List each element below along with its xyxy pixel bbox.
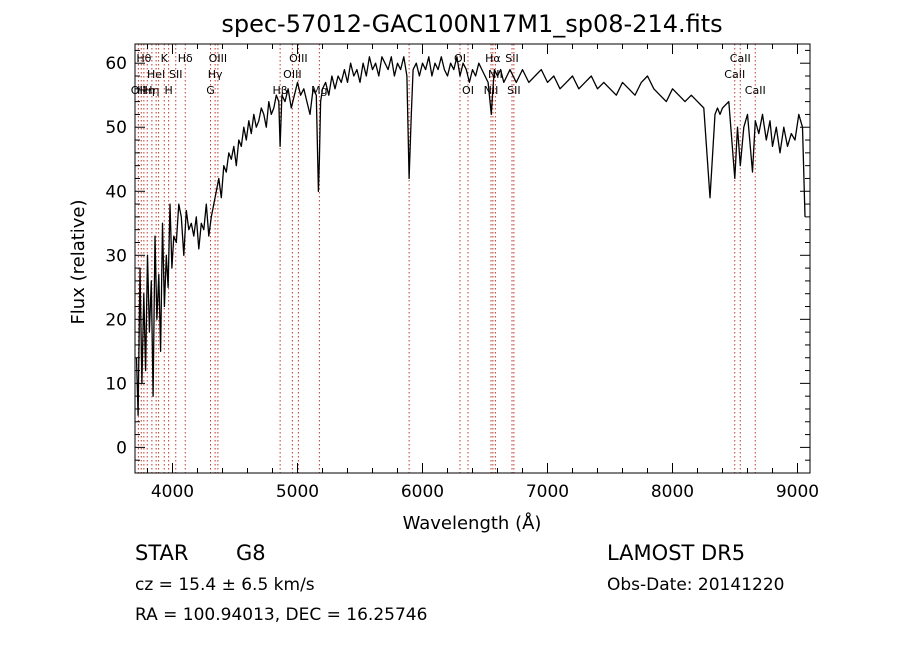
y-tick-label: 0: [116, 438, 127, 458]
spectrum-line: [135, 56, 806, 417]
line-marker-label: OI: [454, 52, 466, 65]
line-marker-label: Hη: [144, 84, 159, 97]
redshift-velocity: cz = 15.4 ± 6.5 km/s: [135, 575, 315, 595]
line-marker-label: Hα: [485, 52, 501, 65]
line-marker-label: CaII: [745, 84, 766, 97]
line-marker-label: H: [137, 84, 145, 97]
survey-release: LAMOST DR5: [607, 541, 745, 565]
y-tick-label: 50: [105, 118, 127, 138]
y-tick-label: 10: [105, 374, 127, 394]
line-marker-label: K: [161, 52, 169, 65]
coordinates: RA = 100.94013, DEC = 16.25746: [135, 605, 427, 625]
x-tick-label: 9000: [776, 482, 819, 502]
chart-title: spec-57012-GAC100N17M1_sp08-214.fits: [221, 10, 722, 38]
line-marker-label: Hδ: [178, 52, 193, 65]
x-tick-label: 6000: [401, 482, 444, 502]
x-tick-label: 8000: [651, 482, 694, 502]
line-marker-label: G: [206, 84, 215, 97]
plot-area: OIIHHθHηHηHeIKHSIIHδGHγOIIIHβOIIIOIIIMgO…: [105, 44, 819, 502]
observation-date: Obs-Date: 20141220: [607, 575, 784, 595]
y-tick-label: 30: [105, 246, 127, 266]
line-marker-label: Hθ: [136, 52, 151, 65]
line-marker-label: CaII: [724, 68, 745, 81]
line-marker-label: Hγ: [208, 68, 223, 81]
plot-frame: [134, 43, 811, 474]
line-marker-label: OIII: [209, 52, 227, 65]
line-marker-label: SII: [169, 68, 182, 81]
y-tick-label: 20: [105, 310, 127, 330]
y-tick-label: 60: [105, 54, 127, 74]
line-marker-label: HeI: [147, 68, 165, 81]
x-tick-label: 5000: [276, 482, 319, 502]
line-marker-label: SII: [507, 84, 520, 97]
line-marker-label: Hβ: [272, 84, 287, 97]
spectral-subclass: G8: [236, 541, 266, 565]
object-class: STAR: [135, 541, 188, 565]
x-tick-label: 4000: [151, 482, 194, 502]
line-marker-label: CaII: [730, 52, 751, 65]
x-axis-label: Wavelength (Å): [403, 512, 542, 534]
line-marker-label: OI: [462, 84, 474, 97]
line-marker-label: NII: [488, 68, 503, 81]
y-axis-label: Flux (relative): [68, 199, 89, 324]
x-tick-label: 7000: [526, 482, 569, 502]
line-marker-label: OIII: [289, 52, 307, 65]
y-tick-label: 40: [105, 182, 127, 202]
line-marker-label: OIII: [283, 68, 301, 81]
line-marker-label: SII: [505, 52, 518, 65]
line-marker-label: H: [164, 84, 172, 97]
line-marker-label: NII: [484, 84, 499, 97]
line-marker-label: Hη: [140, 84, 155, 97]
